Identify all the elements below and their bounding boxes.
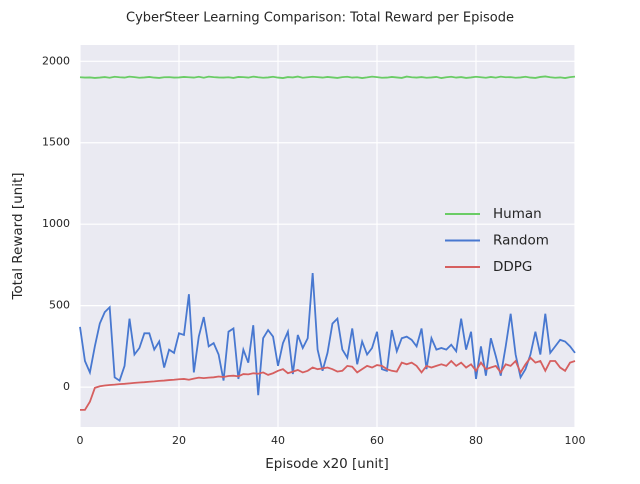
x-tick-label: 20: [172, 434, 186, 447]
y-tick-label: 0: [63, 380, 70, 393]
x-tick-label: 40: [271, 434, 285, 447]
y-axis-label: Total Reward [unit]: [10, 172, 26, 300]
y-tick-label: 2000: [42, 54, 70, 67]
legend-label: Random: [493, 233, 549, 249]
y-tick-label: 500: [49, 299, 70, 312]
legend-label: DDPG: [493, 259, 532, 275]
x-tick-label: 60: [370, 434, 384, 447]
legend-label: Human: [493, 206, 542, 222]
y-tick-label: 1000: [42, 217, 70, 230]
y-tick-label: 1500: [42, 136, 70, 149]
series-line: [79, 272, 576, 396]
x-tick-label: 100: [565, 434, 586, 447]
x-tick-label: 0: [77, 434, 84, 447]
x-tick-label: 80: [469, 434, 483, 447]
series-line: [80, 356, 576, 411]
x-axis-label: Episode x20 [unit]: [265, 456, 388, 472]
chart-title: CyberSteer Learning Comparison: Total Re…: [126, 11, 514, 26]
series-line: [79, 75, 576, 79]
